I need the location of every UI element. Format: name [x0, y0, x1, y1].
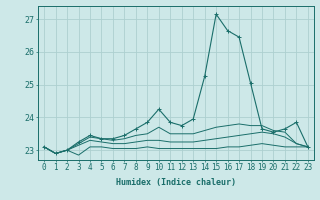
X-axis label: Humidex (Indice chaleur): Humidex (Indice chaleur) [116, 178, 236, 187]
